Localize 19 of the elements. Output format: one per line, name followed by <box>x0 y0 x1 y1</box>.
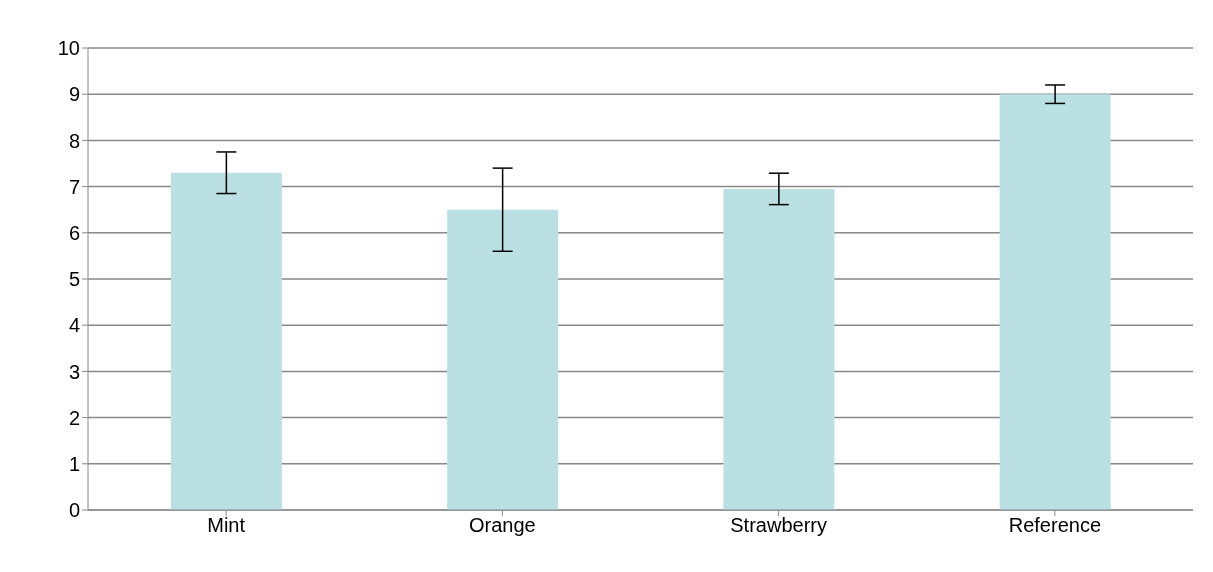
y-tick-label: 3 <box>68 360 80 383</box>
y-tick-label: 6 <box>68 221 80 244</box>
y-tick-label: 9 <box>68 83 80 106</box>
x-tick-label: Mint <box>207 514 246 537</box>
bar <box>447 209 559 510</box>
bar <box>723 188 835 510</box>
x-tick-label: Strawberry <box>730 514 827 537</box>
x-tick-label: Orange <box>469 514 536 537</box>
bar <box>999 94 1111 510</box>
y-tick-label: 10 <box>57 37 80 60</box>
x-tick-label: Reference <box>1008 514 1102 537</box>
bar <box>170 172 282 510</box>
y-tick-label: 1 <box>68 452 80 475</box>
y-tick-label: 8 <box>68 129 80 152</box>
y-tick-label: 7 <box>68 175 80 198</box>
y-tick-label: 5 <box>68 268 80 291</box>
y-tick-label: 0 <box>68 499 80 522</box>
y-tick-label: 4 <box>68 314 80 337</box>
y-tick-label: 2 <box>68 406 80 429</box>
